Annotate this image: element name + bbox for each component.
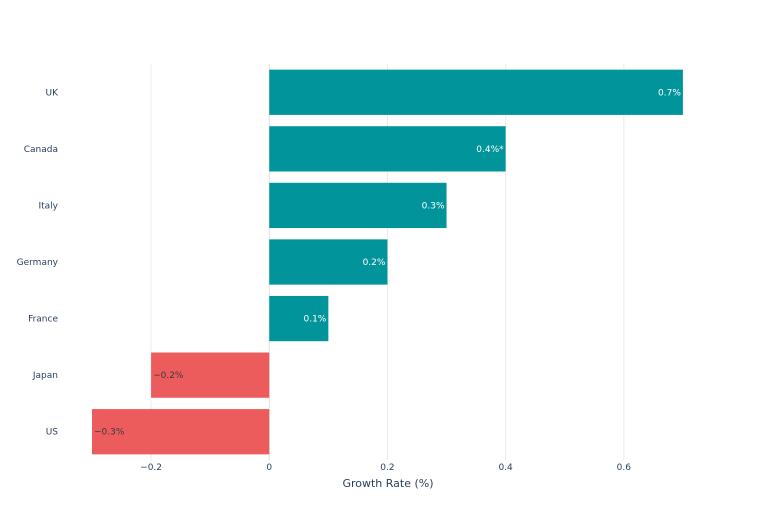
bar-canada — [269, 126, 506, 172]
bar-germany — [269, 239, 388, 285]
data-label-germany: 0.2% — [363, 258, 386, 268]
data-label-canada: 0.4%* — [476, 145, 504, 155]
category-label-germany: Germany — [17, 258, 59, 268]
bars: 0.7% 0.4%* 0.3% 0.2% 0.1% −0.2% −0.3% — [92, 69, 683, 455]
bar-france — [269, 295, 329, 342]
category-label-canada: Canada — [24, 145, 58, 155]
bar-uk — [269, 69, 683, 115]
category-label-italy: Italy — [38, 201, 58, 211]
bar-us — [92, 409, 270, 455]
category-label-us: US — [46, 428, 59, 438]
x-axis-title: Growth Rate (%) — [342, 477, 433, 490]
data-label-uk: 0.7% — [658, 88, 681, 98]
x-tick-label: 0.6 — [617, 463, 632, 473]
x-tick-labels: −0.2 0 0.2 0.4 0.6 — [140, 463, 631, 473]
data-label-france: 0.1% — [303, 315, 326, 325]
category-label-uk: UK — [46, 88, 60, 98]
data-label-italy: 0.3% — [422, 201, 445, 211]
x-tick-label: 0 — [266, 463, 272, 473]
category-label-france: France — [28, 315, 58, 325]
x-tick-label: −0.2 — [140, 463, 162, 473]
x-tick-label: 0.2 — [380, 463, 394, 473]
bar-japan — [151, 352, 270, 398]
category-label-japan: Japan — [32, 371, 58, 381]
bar-italy — [269, 182, 447, 229]
category-labels: UK Canada Italy Germany France Japan US — [17, 88, 59, 437]
data-label-us: −0.3% — [94, 428, 125, 438]
data-label-japan: −0.2% — [153, 371, 184, 381]
x-tick-label: 0.4 — [498, 463, 513, 473]
